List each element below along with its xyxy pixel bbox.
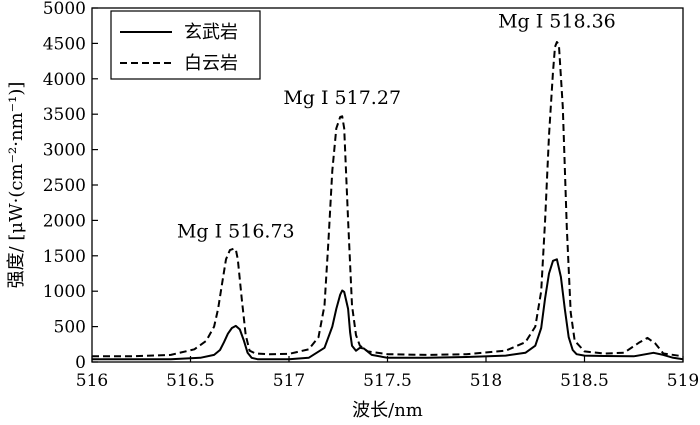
- peak-annotation: Mg I 516.73: [177, 220, 295, 242]
- x-tick-label: 516: [76, 371, 108, 391]
- y-tick-label: 1000: [43, 282, 86, 302]
- series-line-1: [92, 41, 684, 358]
- peak-annotation: Mg I 517.27: [283, 87, 401, 109]
- legend-box: [110, 10, 261, 80]
- y-tick-label: 4500: [43, 34, 86, 54]
- y-tick-label: 1500: [43, 247, 86, 267]
- x-tick-label: 516.5: [166, 371, 215, 391]
- x-tick-label: 517: [273, 371, 305, 391]
- x-tick-label: 518: [470, 371, 502, 391]
- y-tick-label: 4000: [43, 70, 86, 90]
- legend-label: 白云岩: [184, 53, 238, 74]
- y-tick-label: 2000: [43, 211, 86, 231]
- y-tick-label: 0: [75, 353, 86, 373]
- peak-annotation: Mg I 518.36: [498, 11, 616, 33]
- y-tick-label: 3000: [43, 141, 86, 161]
- x-tick-label: 519: [667, 371, 699, 391]
- y-axis-title: 强度/ [μW·(cm⁻²·nm⁻¹)]: [6, 82, 27, 289]
- x-tick-label: 518.5: [560, 371, 609, 391]
- y-tick-label: 2500: [43, 176, 86, 196]
- legend-label: 玄武岩: [184, 22, 238, 43]
- y-tick-label: 500: [54, 318, 86, 338]
- y-tick-label: 3500: [43, 105, 86, 125]
- x-axis-title: 波长/nm: [352, 400, 423, 421]
- x-tick-label: 517.5: [363, 371, 412, 391]
- y-tick-label: 5000: [43, 0, 86, 19]
- series-layer: [92, 41, 684, 361]
- axes: 516 516.5 517 517.5 518 518.5 519 0 500 1000 1500 2…: [6, 0, 699, 421]
- series-line-0: [92, 258, 684, 361]
- annotations: Mg I 516.73 Mg I 517.27 Mg I 518.36: [177, 11, 616, 243]
